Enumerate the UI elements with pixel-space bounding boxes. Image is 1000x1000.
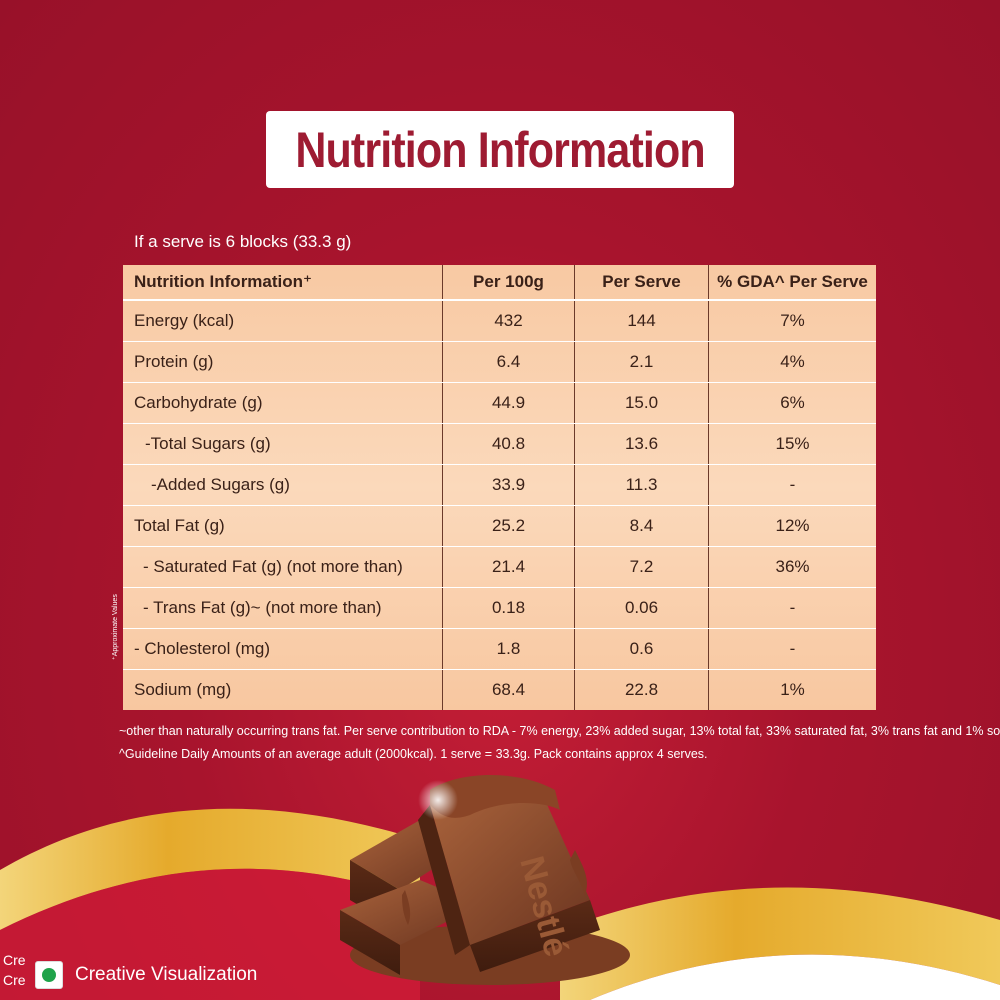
veg-mark-icon xyxy=(35,961,63,989)
chocolate-drip xyxy=(430,775,560,818)
per-serve-value: 2.1 xyxy=(574,341,709,383)
nutrient-label: Sodium (mg) xyxy=(123,669,443,710)
serve-note: If a serve is 6 blocks (33.3 g) xyxy=(134,232,352,251)
table-row: Energy (kcal) 432 144 7% xyxy=(123,300,876,342)
nutrient-label: Energy (kcal) xyxy=(123,300,443,342)
per-serve-value: 11.3 xyxy=(574,464,709,506)
table-row: -Added Sugars (g) 33.9 11.3 - xyxy=(123,464,876,506)
per-100g-value: 25.2 xyxy=(442,505,575,547)
sparkle xyxy=(418,780,458,820)
gda-value: 1% xyxy=(780,680,805,699)
header-nutrient: Nutrition Information⁺ xyxy=(123,265,443,301)
gda-value: 6% xyxy=(708,382,876,424)
table-row: Sodium (mg) 68.4 22.8 1% xyxy=(123,669,876,710)
approximate-values-note: ⁺Approximate Values xyxy=(112,594,119,660)
per-100g-value: 0.18 xyxy=(442,587,575,629)
per-100g-value: 44.9 xyxy=(442,382,575,424)
table-row: - Saturated Fat (g) (not more than) 21.4… xyxy=(123,546,876,588)
cropped-label-1: Cre xyxy=(3,952,26,968)
per-100g-value: 432 xyxy=(442,300,575,342)
per-serve-value: 13.6 xyxy=(574,423,709,465)
gda-value: 15% xyxy=(708,423,876,465)
per-serve-value: 7.2 xyxy=(574,546,709,588)
creative-visualization-note: Creative Visualization xyxy=(35,960,257,990)
table-row: Carbohydrate (g) 44.9 15.0 6% xyxy=(123,382,876,424)
per-100g-value: 68.4 xyxy=(442,669,575,710)
header-gda: % GDA^ Per Serve xyxy=(708,265,876,301)
nutrient-label: - Trans Fat (g)~ (not more than) xyxy=(123,587,443,629)
per-serve-value: 15.0 xyxy=(574,382,709,424)
nutrient-label: Total Fat (g) xyxy=(123,505,443,547)
nutrient-label: -Added Sugars (g) xyxy=(123,464,443,506)
creative-visualization-label: Creative Visualization xyxy=(75,964,258,985)
table-row: Protein (g) 6.4 2.1 4% xyxy=(123,341,876,383)
gda-value: 4% xyxy=(708,341,876,383)
gold-swoosh-left xyxy=(0,808,420,930)
footnote-gda: ^Guideline Daily Amounts of an average a… xyxy=(119,747,708,761)
gda-value: - xyxy=(708,587,876,629)
nutrient-label: -Total Sugars (g) xyxy=(123,423,443,465)
per-100g-value: 6.4 xyxy=(442,341,575,383)
per-serve-value: 0.6 xyxy=(574,628,709,670)
nutrient-label: Carbohydrate (g) xyxy=(123,382,443,424)
per-serve-value: 22.8 xyxy=(574,669,709,710)
gda-value: - xyxy=(708,464,876,506)
header-per-serve: Per Serve xyxy=(574,265,709,301)
per-serve-value: 144 xyxy=(574,300,709,342)
chocolate-block-main xyxy=(430,800,590,945)
nutrition-table: Nutrition Information⁺ Per 100g Per Serv… xyxy=(123,265,876,710)
header-per-100g: Per 100g xyxy=(442,265,575,301)
per-serve-value: 0.06 xyxy=(574,587,709,629)
gda-value: 7% xyxy=(708,300,876,342)
gda-value: - xyxy=(708,628,876,670)
nutrient-label: Protein (g) xyxy=(123,341,443,383)
nutrient-label: - Saturated Fat (g) (not more than) xyxy=(123,546,443,588)
white-swoosh-left xyxy=(0,868,420,1000)
footnote-trans-fat: ~other than naturally occurring trans fa… xyxy=(119,724,1000,738)
per-100g-value: 40.8 xyxy=(442,423,575,465)
per-100g-value: 33.9 xyxy=(442,464,575,506)
table-row: Total Fat (g) 25.2 8.4 12% xyxy=(123,505,876,547)
table-row: - Cholesterol (mg) 1.8 0.6 - xyxy=(123,628,876,670)
title-banner: Nutrition Information xyxy=(266,111,734,188)
cropped-label-2: Cre xyxy=(3,972,26,988)
per-100g-value: 1.8 xyxy=(442,628,575,670)
white-swoosh-right xyxy=(590,954,1000,1000)
nutrient-label: - Cholesterol (mg) xyxy=(123,628,443,670)
gda-value: 36% xyxy=(708,546,876,588)
per-serve-value: 8.4 xyxy=(574,505,709,547)
gold-swoosh-right xyxy=(560,887,1000,1000)
table-row: -Total Sugars (g) 40.8 13.6 15% xyxy=(123,423,876,465)
per-100g-value: 21.4 xyxy=(442,546,575,588)
table-row: - Trans Fat (g)~ (not more than) 0.18 0.… xyxy=(123,587,876,629)
table-header-row: Nutrition Information⁺ Per 100g Per Serv… xyxy=(123,265,876,301)
page-title: Nutrition Information xyxy=(295,121,705,178)
gda-value: 12% xyxy=(708,505,876,547)
